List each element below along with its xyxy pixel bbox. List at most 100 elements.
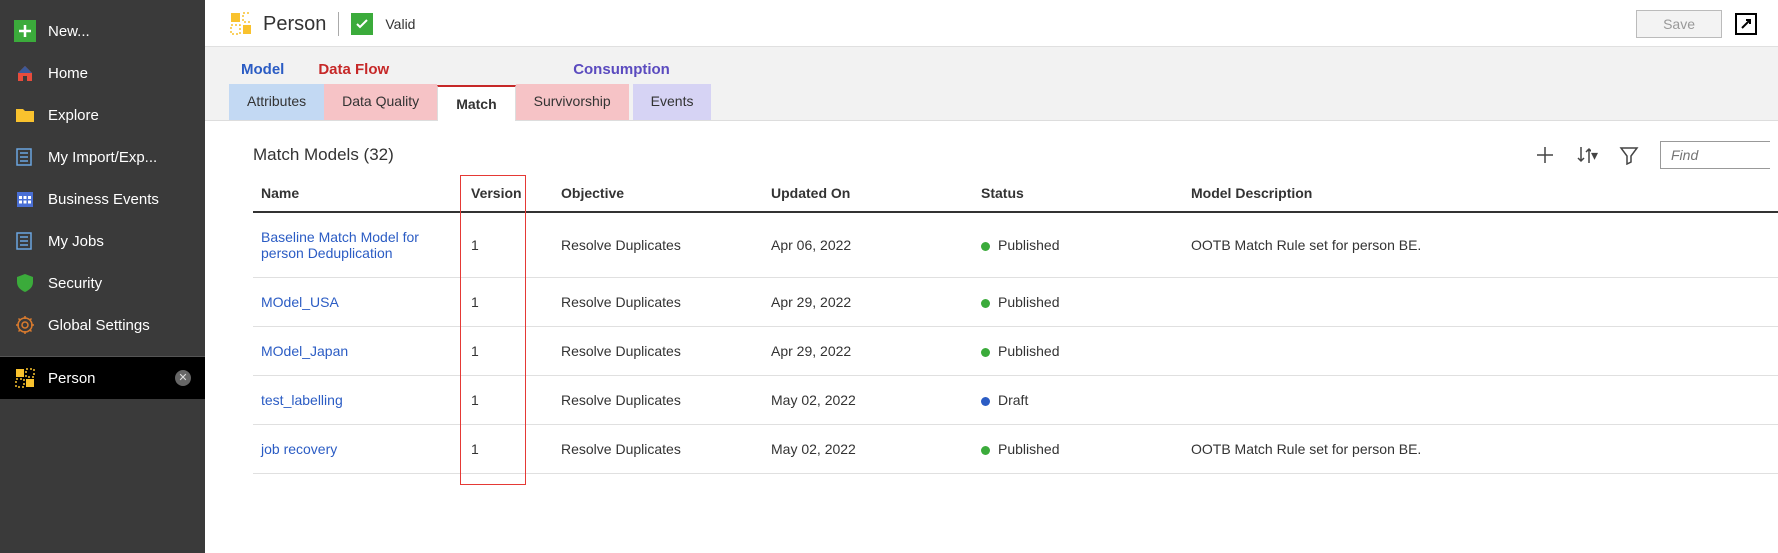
cell-updated-on: May 02, 2022 — [763, 425, 973, 474]
add-icon[interactable] — [1534, 144, 1556, 166]
tab-data-flow[interactable]: Data Flow — [318, 61, 389, 84]
status-dot-icon — [981, 446, 990, 455]
calendar-icon — [14, 188, 36, 210]
section-title: Match Models (32) — [253, 145, 1534, 165]
col-name[interactable]: Name — [253, 175, 463, 212]
cell-updated-on: Apr 29, 2022 — [763, 278, 973, 327]
sidebar-item-label: Global Settings — [48, 317, 191, 334]
cell-description — [1183, 327, 1778, 376]
cell-objective: Resolve Duplicates — [553, 212, 763, 278]
folder-icon — [14, 104, 36, 126]
validity-label: Valid — [385, 16, 415, 32]
jobs-icon — [14, 230, 36, 252]
tab-events[interactable]: Events — [633, 84, 712, 120]
tab-consumption[interactable]: Consumption — [573, 61, 670, 84]
sidebar-item-label: New... — [48, 23, 191, 40]
cell-description — [1183, 278, 1778, 327]
content-area: Match Models (32) ▾ Name Vers — [205, 121, 1778, 474]
import-export-icon — [14, 146, 36, 168]
col-status[interactable]: Status — [973, 175, 1183, 212]
cell-updated-on: Apr 06, 2022 — [763, 212, 973, 278]
expand-icon[interactable] — [1734, 12, 1758, 36]
cell-name: job recovery — [253, 425, 463, 474]
table-row[interactable]: job recovery 1Resolve DuplicatesMay 02, 2… — [253, 425, 1778, 474]
sidebar-item-label: Security — [48, 275, 191, 292]
sidebar-item-explore[interactable]: Explore — [0, 94, 205, 136]
sidebar-item-label: My Jobs — [48, 233, 191, 250]
match-models-table: Name Version Objective Updated On Status… — [253, 175, 1778, 474]
col-updated-on[interactable]: Updated On — [763, 175, 973, 212]
model-link[interactable]: job recovery — [261, 441, 337, 457]
col-version[interactable]: Version — [463, 175, 553, 212]
cell-version: 1 — [463, 212, 553, 278]
filter-icon[interactable] — [1618, 144, 1640, 166]
sidebar-item-security[interactable]: Security — [0, 262, 205, 304]
table-row[interactable]: Baseline Match Model for person Deduplic… — [253, 212, 1778, 278]
status-dot-icon — [981, 242, 990, 251]
tab-data-quality[interactable]: Data Quality — [324, 84, 437, 120]
col-objective[interactable]: Objective — [553, 175, 763, 212]
sidebar-item-person-active[interactable]: Person ✕ — [0, 356, 205, 399]
sidebar-item-label: Business Events — [48, 191, 191, 208]
cell-description: OOTB Match Rule set for person BE. — [1183, 425, 1778, 474]
sidebar-item-my-jobs[interactable]: My Jobs — [0, 220, 205, 262]
table-header-row: Name Version Objective Updated On Status… — [253, 175, 1778, 212]
toolbar: ▾ — [1534, 141, 1778, 169]
cell-objective: Resolve Duplicates — [553, 425, 763, 474]
status-dot-icon — [981, 348, 990, 357]
sidebar-item-home[interactable]: Home — [0, 52, 205, 94]
cell-name: Baseline Match Model for person Deduplic… — [253, 212, 463, 278]
sidebar-item-business-events[interactable]: Business Events — [0, 178, 205, 220]
status-dot-icon — [981, 397, 990, 406]
cell-version: 1 — [463, 425, 553, 474]
model-link[interactable]: MOdel_Japan — [261, 343, 348, 359]
sidebar-item-global-settings[interactable]: Global Settings — [0, 304, 205, 346]
model-link[interactable]: Baseline Match Model for person Deduplic… — [261, 229, 419, 261]
table-row[interactable]: MOdel_Japan1Resolve DuplicatesApr 29, 20… — [253, 327, 1778, 376]
tab-attributes[interactable]: Attributes — [229, 84, 324, 120]
cell-objective: Resolve Duplicates — [553, 376, 763, 425]
shield-icon — [14, 272, 36, 294]
col-model-description[interactable]: Model Description — [1183, 175, 1778, 212]
cell-status: Published — [973, 327, 1183, 376]
table-row[interactable]: test_labelling 1Resolve DuplicatesMay 02,… — [253, 376, 1778, 425]
gear-icon — [14, 314, 36, 336]
cell-version: 1 — [463, 376, 553, 425]
section-header: Match Models (32) ▾ — [253, 141, 1778, 169]
model-link[interactable]: MOdel_USA — [261, 294, 339, 310]
save-button[interactable]: Save — [1636, 10, 1722, 38]
plus-icon — [14, 20, 36, 42]
model-link[interactable]: test_labelling — [261, 392, 343, 408]
cell-status: Published — [973, 212, 1183, 278]
cell-objective: Resolve Duplicates — [553, 327, 763, 376]
cell-updated-on: May 02, 2022 — [763, 376, 973, 425]
tab-survivorship[interactable]: Survivorship — [516, 84, 629, 120]
table-wrap: Name Version Objective Updated On Status… — [253, 175, 1778, 474]
cell-name: MOdel_Japan — [253, 327, 463, 376]
person-entity-icon — [229, 13, 251, 35]
cell-version: 1 — [463, 327, 553, 376]
main-panel: Person Valid Save Model Data Flow Consum… — [205, 0, 1778, 553]
tab-model[interactable]: Model — [241, 61, 284, 84]
sidebar: New... Home Explore My Import/Exp... Bus… — [0, 0, 205, 553]
close-icon[interactable]: ✕ — [175, 370, 191, 386]
primary-tabs: Model Data Flow Consumption — [205, 46, 1778, 84]
cell-name: MOdel_USA — [253, 278, 463, 327]
cell-version: 1 — [463, 278, 553, 327]
table-row[interactable]: MOdel_USA 1Resolve DuplicatesApr 29, 2022… — [253, 278, 1778, 327]
divider — [338, 12, 339, 36]
find-input[interactable] — [1660, 141, 1770, 169]
topbar: Person Valid Save — [205, 0, 1778, 46]
person-entity-icon — [14, 367, 36, 389]
sort-icon[interactable]: ▾ — [1576, 144, 1598, 166]
home-icon — [14, 62, 36, 84]
cell-status: Draft — [973, 376, 1183, 425]
tab-match[interactable]: Match — [437, 85, 515, 121]
sidebar-item-label: Explore — [48, 107, 191, 124]
cell-objective: Resolve Duplicates — [553, 278, 763, 327]
valid-check-icon — [351, 13, 373, 35]
status-dot-icon — [981, 299, 990, 308]
sidebar-item-new[interactable]: New... — [0, 10, 205, 52]
sidebar-item-import-export[interactable]: My Import/Exp... — [0, 136, 205, 178]
cell-description: OOTB Match Rule set for person BE. — [1183, 212, 1778, 278]
